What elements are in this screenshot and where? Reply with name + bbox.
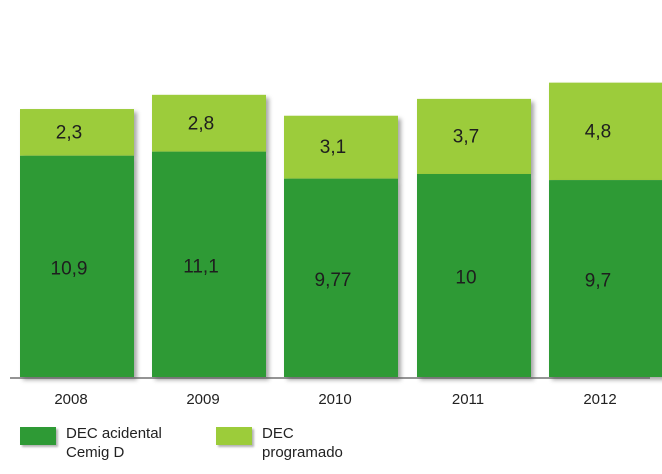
data-label-accidental-2008: 10,9 <box>51 258 88 279</box>
legend: DEC acidental Cemig D DEC programado <box>20 424 372 462</box>
legend-item-programmed: DEC programado <box>216 424 372 462</box>
data-label-accidental-2011: 10 <box>455 268 476 289</box>
bar-programmed-2012 <box>549 82 662 181</box>
bar-programmed-2008 <box>20 109 134 156</box>
bar-group-2009: 2,8 11,1 <box>152 94 266 377</box>
x-tick-label-2009: 2009 <box>186 391 219 408</box>
data-label-programmed-2011: 3,7 <box>453 126 479 147</box>
bar-group-2012: 4,8 9,7 <box>549 82 662 377</box>
data-label-accidental-2009: 11,1 <box>183 256 219 277</box>
bar-group-2010: 3,1 9,77 <box>284 115 398 377</box>
data-label-programmed-2012: 4,8 <box>585 121 611 142</box>
data-label-programmed-2009: 2,8 <box>188 113 214 134</box>
x-tick-label-2012: 2012 <box>583 391 616 408</box>
legend-swatch-accidental <box>20 427 56 445</box>
bar-accidental-2010 <box>284 178 398 377</box>
x-tick-label-2008: 2008 <box>54 391 87 408</box>
x-tick-label-2010: 2010 <box>318 391 351 408</box>
bar-accidental-2011 <box>417 174 531 377</box>
bar-accidental-2012 <box>549 180 662 377</box>
data-label-accidental-2012: 9,7 <box>585 271 611 292</box>
bar-programmed-2009 <box>152 94 266 152</box>
bar-group-2008: 2,3 10,9 <box>20 109 134 377</box>
bar-group-2011: 3,7 10 <box>417 98 531 377</box>
legend-label-programmed: DEC programado <box>262 425 343 461</box>
data-label-programmed-2010: 3,1 <box>320 137 346 158</box>
legend-label-accidental: DEC acidental Cemig D <box>66 425 162 461</box>
data-label-accidental-2010: 9,77 <box>315 270 352 291</box>
data-label-programmed-2008: 2,3 <box>56 122 82 143</box>
legend-item-accidental: DEC acidental Cemig D <box>20 424 176 462</box>
x-tick-label-2011: 2011 <box>452 391 484 408</box>
bar-programmed-2010 <box>284 115 398 179</box>
bar-programmed-2011 <box>417 98 531 174</box>
bar-accidental-2008 <box>20 155 134 377</box>
bar-accidental-2009 <box>152 151 266 377</box>
legend-swatch-programmed <box>216 427 252 445</box>
